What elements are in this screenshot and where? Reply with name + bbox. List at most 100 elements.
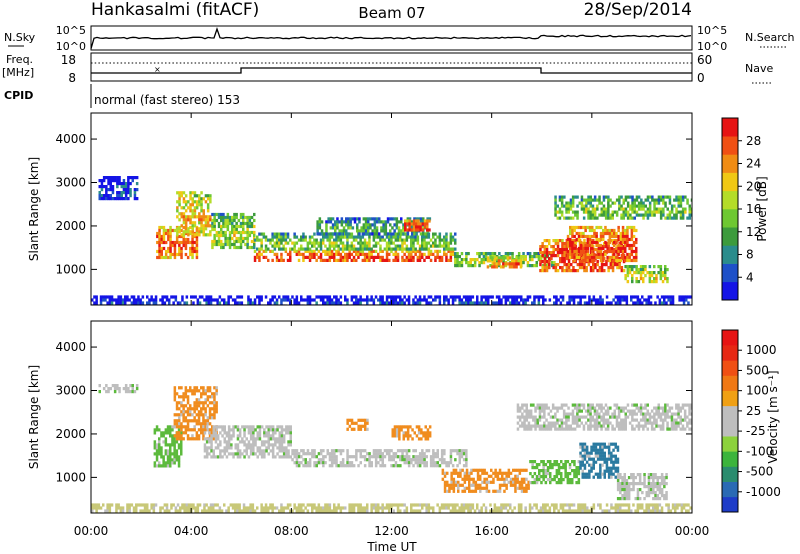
power-echo-cell xyxy=(611,269,615,273)
power-echo-cell xyxy=(191,221,194,225)
velocity-echo-cell xyxy=(531,475,534,479)
power-echo-cell xyxy=(156,249,159,254)
power-echo-cell xyxy=(226,224,230,229)
velocity-echo-cell xyxy=(596,448,600,452)
velocity-echo-cell xyxy=(399,458,402,462)
velocity-echo-cell xyxy=(533,481,537,485)
power-echo-cell xyxy=(443,247,446,251)
velocity-echo-cell xyxy=(394,461,398,465)
power-echo-cell xyxy=(350,232,354,236)
velocity-echo-cell xyxy=(422,431,425,435)
velocity-echo-cell xyxy=(379,452,382,456)
velocity-echo-cell xyxy=(227,425,231,429)
velocity-echo-cell xyxy=(269,425,273,429)
power-echo-cell xyxy=(164,228,168,233)
power-echo-cell xyxy=(246,239,249,244)
power-echo-cell xyxy=(610,255,614,260)
velocity-echo-cell xyxy=(558,418,561,422)
velocity-echo-cell xyxy=(216,446,220,450)
power-echo-cell xyxy=(421,238,424,242)
power-echo-cell xyxy=(158,228,161,233)
velocity-echo-cell xyxy=(544,481,548,485)
velocity-echo-cell xyxy=(432,449,435,453)
velocity-echo-cell xyxy=(180,422,183,426)
power-echo-cell xyxy=(517,259,520,263)
power-echo-cell xyxy=(574,210,577,214)
power-echo-cell xyxy=(182,225,185,230)
velocity-echo-cell xyxy=(191,413,194,417)
power-echo-cell xyxy=(118,179,121,183)
power-echo-cell xyxy=(235,245,238,250)
velocity-echo-cell xyxy=(304,452,307,456)
velocity-echo-cell xyxy=(584,409,588,413)
velocity-echo-cell xyxy=(175,392,179,396)
power-colorbar-segment xyxy=(722,227,738,246)
velocity-echo-cell xyxy=(280,443,284,447)
velocity-echo-cell xyxy=(560,481,563,485)
power-echo-cell xyxy=(350,298,354,302)
velocity-echo-band xyxy=(153,425,183,468)
velocity-echo-cell xyxy=(280,440,284,444)
velocity-echo-cell xyxy=(341,458,345,462)
power-echo-cell xyxy=(253,212,256,217)
power-echo-cell xyxy=(473,264,477,268)
power-echo-cell xyxy=(340,217,344,221)
power-echo-cell xyxy=(389,229,392,233)
power-echo-cell xyxy=(582,225,585,230)
power-echo-cell xyxy=(668,213,672,217)
velocity-echo-cell xyxy=(208,410,212,414)
velocity-echo-cell xyxy=(169,428,172,432)
power-echo-cell xyxy=(618,201,621,205)
velocity-echo-cell xyxy=(153,428,157,432)
power-echo-cell xyxy=(689,295,692,299)
power-echo-cell xyxy=(626,225,629,230)
power-echo-cell xyxy=(337,252,340,256)
velocity-echo-cell xyxy=(532,424,535,428)
power-echo-cell xyxy=(447,244,450,248)
power-echo-cell xyxy=(207,301,211,305)
power-echo-cell xyxy=(174,295,178,299)
velocity-echo-cell xyxy=(189,404,192,408)
velocity-echo-cell xyxy=(520,468,524,472)
power-echo-cell xyxy=(260,252,263,256)
velocity-echo-cell xyxy=(414,461,417,465)
velocity-echo-cell xyxy=(173,392,177,396)
velocity-echo-cell xyxy=(474,489,478,493)
power-echo-cell xyxy=(584,258,587,263)
power-echo-cell xyxy=(273,247,277,251)
power-echo-cell xyxy=(412,228,416,232)
velocity-echo-cell xyxy=(603,460,606,464)
velocity-echo-cell xyxy=(536,406,539,410)
power-echo-cell xyxy=(233,230,236,235)
velocity-echo-cell xyxy=(241,440,244,444)
power-echo-cell xyxy=(426,222,429,226)
velocity-echo-cell xyxy=(208,434,212,438)
nave-tick-top: 60 xyxy=(697,53,712,67)
velocity-echo-cell xyxy=(350,455,354,459)
velocity-echo-cell xyxy=(374,455,378,459)
power-echo-cell xyxy=(363,255,367,259)
velocity-echo-cell xyxy=(221,425,224,429)
power-echo-cell xyxy=(552,245,555,249)
power-echo-cell xyxy=(411,232,414,236)
power-echo-cell xyxy=(571,204,575,208)
velocity-echo-cell xyxy=(348,464,351,468)
velocity-echo-cell xyxy=(458,455,461,459)
power-echo-cell xyxy=(657,195,661,199)
velocity-echo-cell xyxy=(494,471,497,475)
power-echo-cell xyxy=(116,176,119,180)
velocity-echo-cell xyxy=(361,455,365,459)
power-echo-cell xyxy=(207,295,211,299)
power-echo-cell xyxy=(116,191,119,195)
power-echo-cell xyxy=(131,179,134,183)
power-echo-cell xyxy=(355,238,358,242)
power-echo-cell xyxy=(341,235,345,239)
power-echo-cell xyxy=(598,269,602,273)
velocity-echo-cell xyxy=(278,446,281,450)
power-echo-cell xyxy=(304,255,307,259)
power-echo-cell xyxy=(271,258,274,262)
velocity-echo-cell xyxy=(520,489,524,493)
velocity-echo-cell xyxy=(523,486,526,490)
velocity-echo-cell xyxy=(603,472,606,476)
velocity-echo-cell xyxy=(204,401,207,405)
